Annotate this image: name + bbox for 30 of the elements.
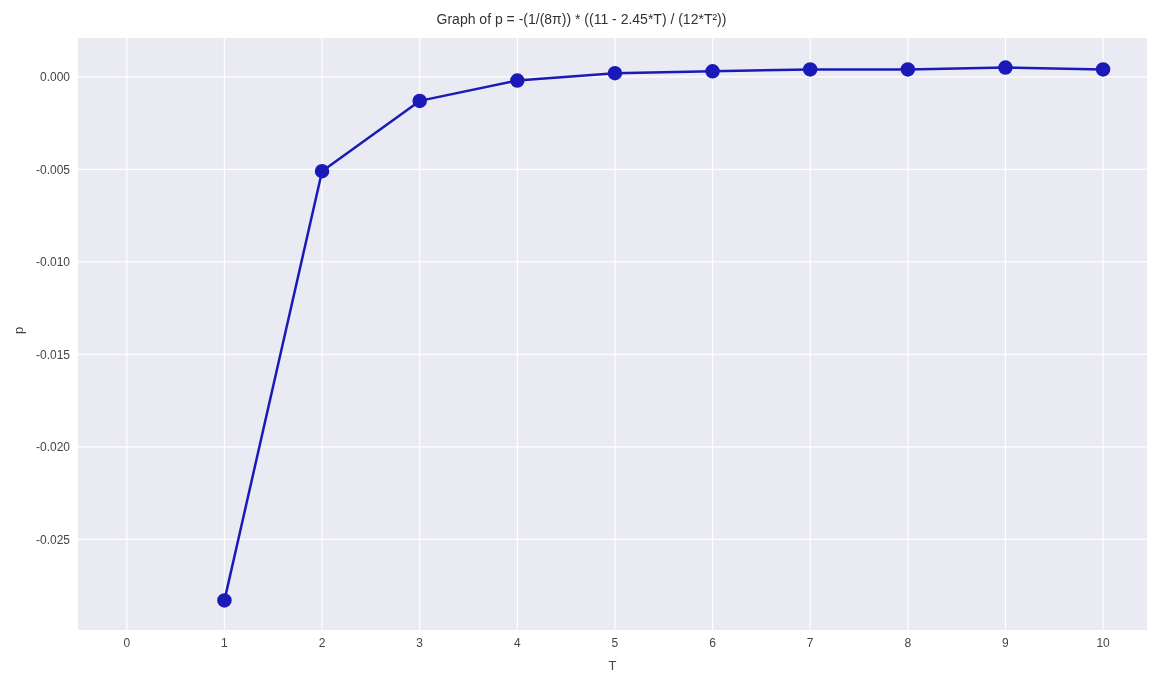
x-tick-label: 6 bbox=[709, 635, 717, 650]
point bbox=[412, 93, 427, 109]
point bbox=[1095, 62, 1111, 77]
point bbox=[607, 65, 623, 81]
x-tick-label: 9 bbox=[1002, 635, 1010, 650]
y-tick-label: -0.025 bbox=[35, 532, 71, 547]
point bbox=[900, 62, 916, 77]
y-tick-label: 0.000 bbox=[39, 70, 71, 85]
point bbox=[705, 64, 720, 79]
y-tick-label: -0.020 bbox=[35, 440, 71, 455]
point bbox=[802, 62, 818, 77]
x-tick-label: 2 bbox=[318, 635, 326, 650]
point bbox=[314, 163, 330, 179]
chart-title: Graph of p = -(1/(8π)) * ((11 - 2.45*T) / (12*T²)) bbox=[435, 10, 728, 29]
x-tick-label: 8 bbox=[904, 635, 912, 650]
y-tick-label: -0.005 bbox=[35, 162, 71, 177]
x-tick-label: 4 bbox=[513, 635, 521, 650]
x-tick-label: 3 bbox=[416, 635, 424, 650]
y-tick-label: -0.010 bbox=[35, 255, 71, 270]
y-tick-label: -0.015 bbox=[35, 347, 71, 362]
y-axis-title: p bbox=[10, 326, 26, 334]
x-tick-label: 1 bbox=[221, 635, 229, 650]
point bbox=[998, 60, 1013, 75]
point bbox=[510, 73, 525, 88]
x-tick-label: 0 bbox=[123, 635, 131, 650]
x-tick-label: 7 bbox=[806, 635, 814, 650]
point bbox=[217, 593, 232, 608]
x-tick-label: 10 bbox=[1096, 635, 1111, 650]
x-axis-title: T bbox=[608, 658, 617, 673]
x-tick-label: 5 bbox=[611, 635, 619, 650]
